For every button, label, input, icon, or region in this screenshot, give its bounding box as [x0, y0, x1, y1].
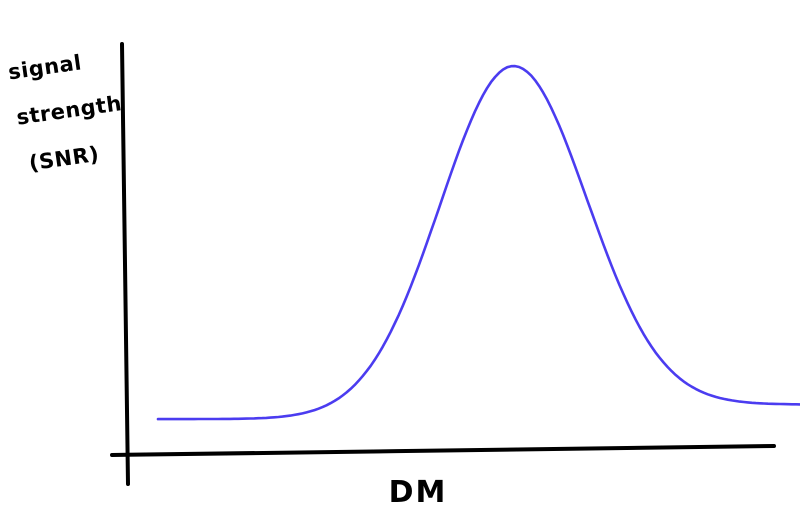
y-axis-label-line-3: (SNR): [27, 142, 100, 176]
y-axis-label-line-2: strength: [15, 91, 123, 130]
y-axis-label: signal strength (SNR): [7, 50, 124, 176]
x-axis-label: DM: [389, 475, 448, 510]
y-axis: [120, 42, 130, 486]
y-axis-label-line-1: signal: [7, 50, 84, 84]
signal-curve: [156, 64, 800, 421]
x-axis: [110, 444, 776, 457]
